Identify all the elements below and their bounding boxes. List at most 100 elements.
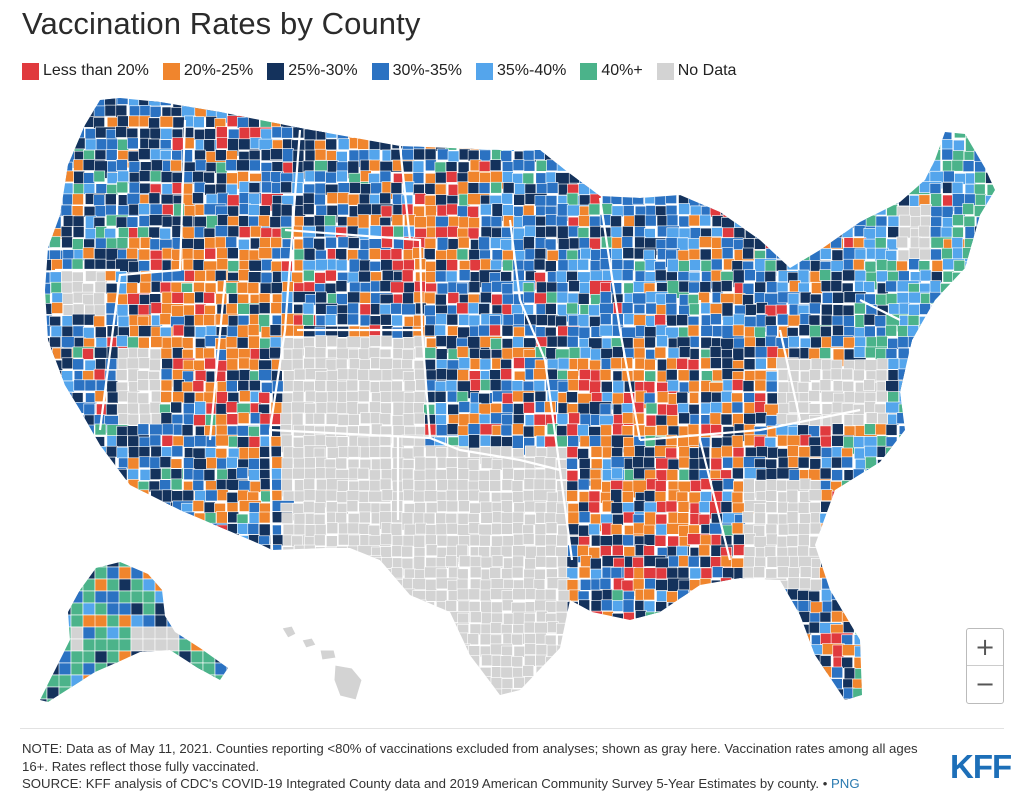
county-cell[interactable] <box>962 247 985 259</box>
county-cell[interactable] <box>721 150 734 162</box>
county-cell[interactable] <box>368 159 381 172</box>
county-cell[interactable] <box>766 392 779 405</box>
county-cell[interactable] <box>919 534 943 547</box>
county-cell[interactable] <box>897 107 921 119</box>
county-cell[interactable] <box>920 524 933 537</box>
county-cell[interactable] <box>841 644 865 657</box>
county-cell[interactable] <box>127 336 139 349</box>
county-cell[interactable] <box>951 368 964 381</box>
county-cell[interactable] <box>183 402 195 415</box>
county-cell[interactable] <box>206 457 218 469</box>
county-cell[interactable] <box>655 172 668 184</box>
county-cell[interactable] <box>984 590 1007 602</box>
county-cell[interactable] <box>666 590 678 603</box>
county-cell[interactable] <box>984 577 996 590</box>
county-cell[interactable] <box>534 237 547 249</box>
county-cell[interactable] <box>302 601 326 613</box>
county-cell[interactable] <box>248 588 271 601</box>
county-cell[interactable] <box>898 181 911 194</box>
county-cell[interactable] <box>40 511 52 524</box>
county-cell[interactable] <box>973 545 996 558</box>
county-cell[interactable] <box>183 413 195 426</box>
county-cell[interactable] <box>808 302 821 315</box>
county-cell[interactable] <box>248 622 261 635</box>
county-cell[interactable] <box>797 688 820 700</box>
county-cell[interactable] <box>271 668 283 680</box>
county-cell[interactable] <box>524 643 536 655</box>
county-cell[interactable] <box>898 588 922 601</box>
county-cell[interactable] <box>843 117 856 129</box>
county-cell[interactable] <box>314 701 325 712</box>
county-cell[interactable] <box>974 248 987 261</box>
county-cell[interactable] <box>62 215 75 227</box>
county-cell[interactable] <box>116 480 128 493</box>
county-cell[interactable] <box>797 104 810 117</box>
county-cell[interactable] <box>788 173 801 185</box>
county-cell[interactable] <box>820 126 844 139</box>
county-cell[interactable] <box>302 302 315 315</box>
county-cell[interactable] <box>369 469 381 482</box>
county-cell[interactable] <box>588 523 601 536</box>
county-cell[interactable] <box>51 568 63 581</box>
county-cell[interactable] <box>688 698 712 710</box>
county-cell[interactable] <box>149 348 162 361</box>
county-cell[interactable] <box>258 511 271 524</box>
county-cell[interactable] <box>985 612 997 625</box>
county-cell[interactable] <box>379 601 392 613</box>
county-cell[interactable] <box>611 655 624 668</box>
county-cell[interactable] <box>325 236 337 249</box>
county-cell[interactable] <box>908 678 932 691</box>
county-cell[interactable] <box>987 204 998 216</box>
county-cell[interactable] <box>786 160 799 172</box>
county-cell[interactable] <box>677 149 690 162</box>
county-cell[interactable] <box>787 610 800 623</box>
county-cell[interactable] <box>500 424 513 437</box>
county-cell[interactable] <box>39 271 51 284</box>
county-cell[interactable] <box>149 106 162 118</box>
county-cell[interactable] <box>556 106 569 119</box>
county-cell[interactable] <box>259 634 272 653</box>
county-cell[interactable] <box>491 601 503 614</box>
county-cell[interactable] <box>445 555 457 567</box>
county-cell[interactable] <box>535 95 547 106</box>
county-cell[interactable] <box>160 347 173 360</box>
county-cell[interactable] <box>753 665 766 685</box>
county-cell[interactable] <box>358 511 371 524</box>
county-cell[interactable] <box>920 436 933 449</box>
county-cell[interactable] <box>226 456 238 469</box>
county-cell[interactable] <box>689 138 713 151</box>
county-cell[interactable] <box>402 292 414 305</box>
county-cell[interactable] <box>644 677 657 690</box>
county-cell[interactable] <box>753 689 766 701</box>
county-cell[interactable] <box>897 621 910 634</box>
county-cell[interactable] <box>711 184 735 203</box>
county-cell[interactable] <box>128 555 140 567</box>
county-cell[interactable] <box>94 205 107 217</box>
legend-item[interactable]: Less than 20% <box>22 62 149 80</box>
county-cell[interactable] <box>424 324 437 337</box>
county-cell[interactable] <box>844 194 856 207</box>
county-cell[interactable] <box>865 524 878 536</box>
county-cell[interactable] <box>577 227 590 239</box>
county-cell[interactable] <box>688 621 712 634</box>
county-cell[interactable] <box>875 622 888 634</box>
county-cell[interactable] <box>875 566 887 579</box>
county-cell[interactable] <box>721 602 734 621</box>
county-cell[interactable] <box>941 206 954 218</box>
county-cell[interactable] <box>173 701 184 712</box>
county-cell[interactable] <box>403 105 416 117</box>
county-cell[interactable] <box>324 622 337 635</box>
county-cell[interactable] <box>830 139 854 151</box>
county-cell[interactable] <box>843 172 855 184</box>
county-cell[interactable] <box>412 445 425 458</box>
county-cell[interactable] <box>632 556 644 569</box>
county-cell[interactable] <box>963 104 976 117</box>
county-cell[interactable] <box>701 590 713 609</box>
county-cell[interactable] <box>193 359 205 372</box>
county-cell[interactable] <box>269 105 282 117</box>
county-cell[interactable] <box>720 280 733 292</box>
county-cell[interactable] <box>865 588 878 600</box>
county-cell[interactable] <box>368 347 381 359</box>
county-cell[interactable] <box>786 699 798 718</box>
county-cell[interactable] <box>920 368 932 388</box>
